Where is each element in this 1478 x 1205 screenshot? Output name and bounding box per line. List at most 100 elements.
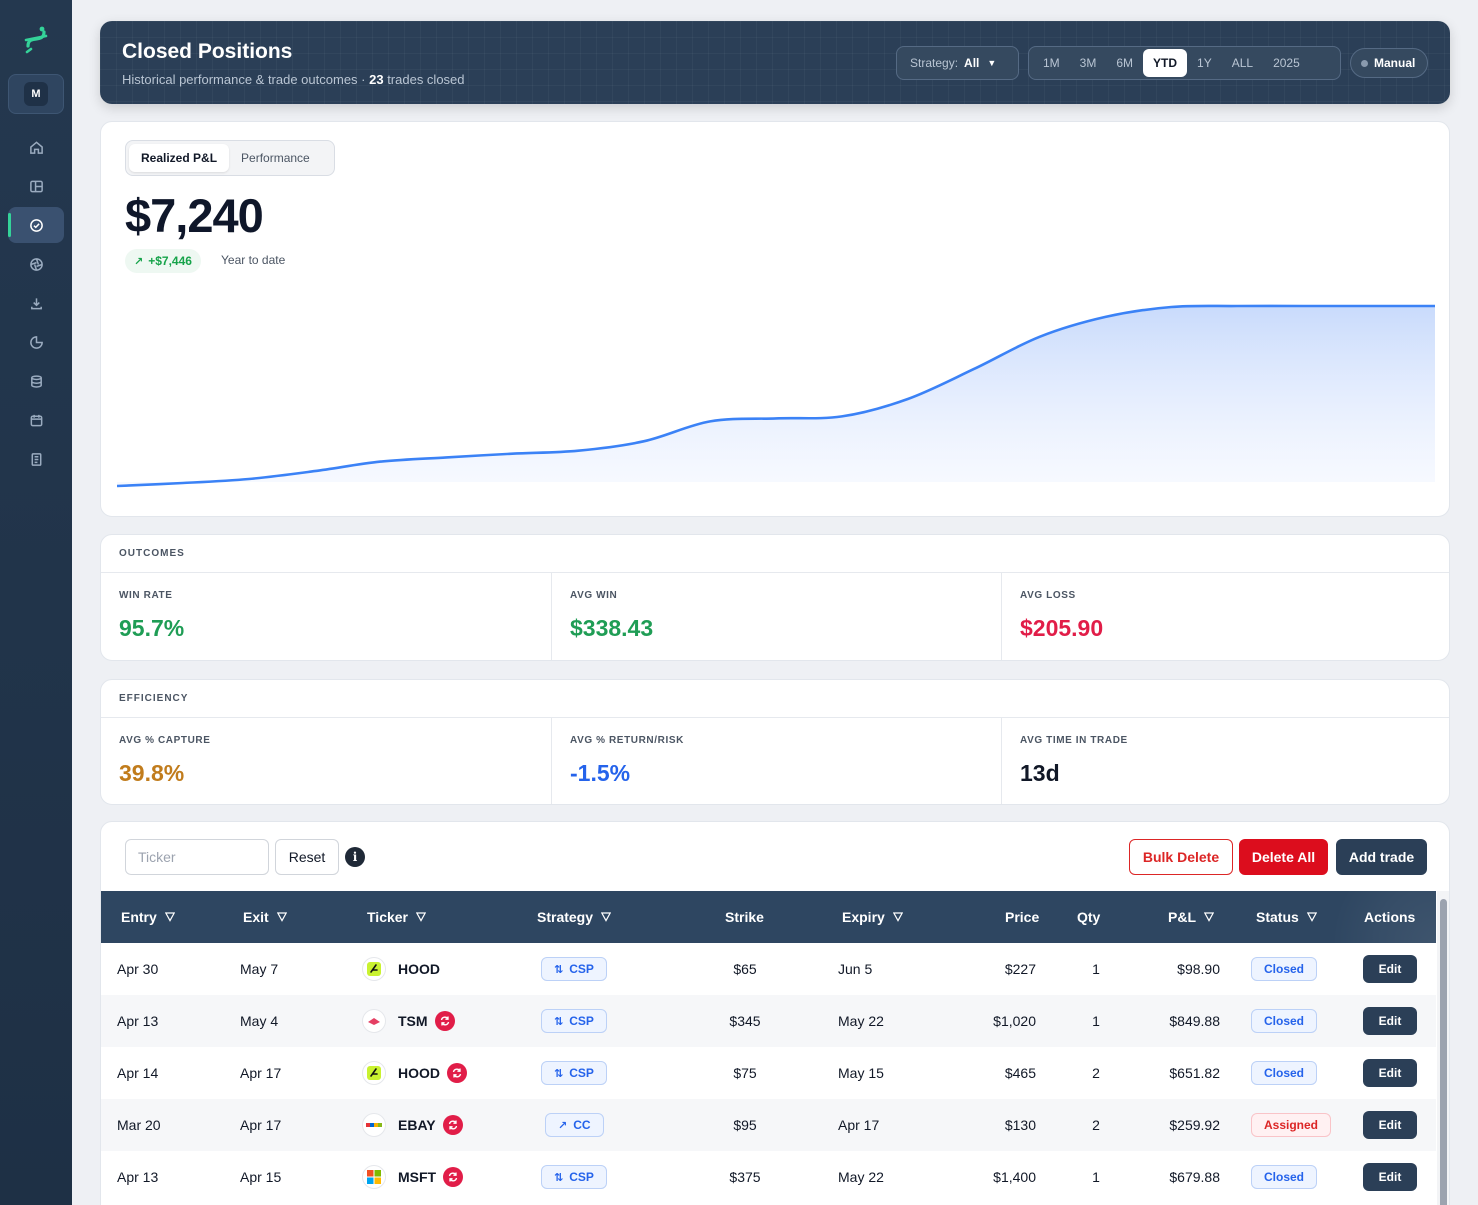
range-1y[interactable]: 1Y [1197, 56, 1212, 70]
table-row: Mar 20 Apr 17 EBAY ↗ CC $95 Apr 17 $130 2 $259.92… [101, 1099, 1436, 1151]
col-price[interactable]: Price [1005, 909, 1040, 925]
tsm-logo-icon [362, 1009, 386, 1033]
cell-ticker[interactable]: HOOD [362, 1047, 467, 1099]
cell-ticker[interactable]: MSFT [362, 1151, 464, 1203]
manual-toggle[interactable]: Manual [1350, 48, 1428, 78]
cell-qty: 2 [1092, 1117, 1100, 1133]
table-row: Apr 13 May 4 TSM ⇅ CSP $345 May 22 $1,020 1 $849.… [101, 995, 1436, 1047]
avg-capture-value: 39.8% [119, 760, 185, 786]
cell-actions: Edit [1363, 995, 1417, 1047]
strategy-value: All [964, 56, 980, 70]
sidebar-item-aperture[interactable] [8, 246, 64, 282]
ticker-symbol: TSM [398, 1013, 428, 1029]
cell-expiry: May 22 [838, 1169, 884, 1185]
filter-icon[interactable] [276, 912, 287, 922]
cell-exit: Apr 17 [240, 1065, 282, 1081]
sidebar-item-closed-positions[interactable] [8, 207, 64, 243]
aperture-icon [29, 257, 43, 271]
tab-performance[interactable]: Performance [241, 151, 310, 165]
filter-icon[interactable] [164, 912, 175, 922]
status-badge: Closed [1251, 1061, 1318, 1085]
strategy-select[interactable]: Strategy: All ▼ [896, 46, 1019, 80]
outcomes-card: OUTCOMES WIN RATE 95.7% AVG WIN $338.43 … [100, 534, 1450, 661]
sidebar: M [0, 0, 72, 1205]
table-scrollbar[interactable] [1437, 891, 1449, 1205]
col-strike[interactable]: Strike [725, 909, 764, 925]
sidebar-item-database[interactable] [8, 363, 64, 399]
cell-ticker[interactable]: HOOD [362, 943, 440, 995]
cell-exit: Apr 15 [240, 1169, 282, 1185]
add-trade-button[interactable]: Add trade [1336, 839, 1427, 875]
sidebar-item-dashboard[interactable] [8, 168, 64, 204]
edit-button[interactable]: Edit [1363, 1007, 1417, 1035]
reset-button[interactable]: Reset [275, 839, 339, 875]
status-badge: Assigned [1251, 1113, 1332, 1137]
col-actions: Actions [1364, 909, 1416, 925]
realized-pnl-value: $7,240 [125, 189, 264, 242]
manual-label: Manual [1374, 56, 1416, 70]
filter-icon[interactable] [601, 912, 612, 922]
edit-button[interactable]: Edit [1363, 1111, 1417, 1139]
user-avatar[interactable]: M [8, 74, 64, 114]
cell-price: $465 [1004, 1065, 1036, 1081]
efficiency-title: EFFICIENCY [101, 680, 1449, 718]
trend-up-icon: ↗ [134, 255, 144, 268]
sidebar-item-home[interactable] [8, 129, 64, 165]
filter-icon[interactable] [892, 912, 903, 922]
info-icon[interactable]: i [345, 847, 365, 867]
col-ticker[interactable]: Ticker [367, 891, 426, 943]
period-label: Year to date [221, 253, 286, 267]
status-dot-icon [1361, 59, 1368, 67]
filter-icon[interactable] [1306, 912, 1317, 922]
hood-logo-icon [362, 957, 386, 981]
range-3m[interactable]: 3M [1079, 56, 1097, 70]
range-6m[interactable]: 6M [1116, 56, 1134, 70]
edit-button[interactable]: Edit [1363, 1059, 1417, 1087]
cell-actions: Edit [1363, 1151, 1417, 1203]
range-ytd[interactable]: YTD [1143, 49, 1188, 77]
strategy-badge: ⇅ CSP [541, 957, 607, 981]
table-row: Apr 30 May 7 HOOD ⇅ CSP $65 Jun 5 $227 1 $98.90 Cl… [101, 943, 1436, 995]
app-logo-icon[interactable] [22, 24, 50, 54]
range-1m[interactable]: 1M [1043, 56, 1060, 70]
tab-realized-pnl[interactable]: Realized P&L [129, 144, 230, 172]
cell-ticker[interactable]: EBAY [362, 1099, 463, 1151]
sidebar-item-journal[interactable] [8, 441, 64, 477]
download-icon [30, 297, 42, 309]
col-exit[interactable]: Exit [243, 891, 287, 943]
cell-price: $1,400 [993, 1169, 1036, 1185]
bulk-delete-button[interactable]: Bulk Delete [1129, 839, 1233, 875]
cell-entry: Apr 14 [117, 1065, 159, 1081]
sidebar-item-analytics[interactable] [8, 324, 64, 360]
col-expiry[interactable]: Expiry [842, 891, 903, 943]
col-pnl[interactable]: P&L [1168, 891, 1214, 943]
ticker-filter-input[interactable] [125, 839, 269, 875]
cell-pnl: $651.82 [1169, 1065, 1220, 1081]
delete-all-button[interactable]: Delete All [1239, 839, 1328, 875]
avatar-initial: M [24, 82, 48, 106]
range-all[interactable]: ALL [1231, 56, 1254, 70]
win-rate-value: 95.7% [119, 615, 185, 641]
col-strategy[interactable]: Strategy [537, 891, 612, 943]
hood-logo-icon [362, 1061, 386, 1085]
edit-button[interactable]: Edit [1363, 1163, 1417, 1191]
range-2025[interactable]: 2025 [1273, 56, 1300, 70]
filter-icon[interactable] [1204, 912, 1214, 922]
sidebar-item-import[interactable] [8, 285, 64, 321]
edit-button[interactable]: Edit [1363, 955, 1417, 983]
cell-ticker[interactable]: TSM [362, 995, 455, 1047]
col-status[interactable]: Status [1256, 891, 1317, 943]
col-entry[interactable]: Entry [121, 891, 175, 943]
cell-expiry: May 22 [838, 1013, 884, 1029]
page-header: Closed Positions Historical performance … [100, 21, 1450, 104]
table-header: Entry Exit Ticker Strategy Strike Expiry… [101, 891, 1436, 943]
pnl-area-fill [117, 305, 1435, 486]
sidebar-item-calendar[interactable] [8, 402, 64, 438]
pnl-chart-card: Realized P&L Performance $7,240 ↗ +$7,44… [100, 121, 1450, 517]
filter-icon[interactable] [416, 912, 426, 922]
scrollbar-thumb[interactable] [1440, 899, 1447, 1205]
col-qty[interactable]: Qty [1077, 909, 1101, 925]
rolled-icon [447, 1063, 467, 1083]
table-row: Apr 14 Apr 17 HOOD ⇅ CSP $75 May 15 $465 2 $651.8… [101, 1047, 1436, 1099]
pnl-series-line [117, 304, 1435, 488]
